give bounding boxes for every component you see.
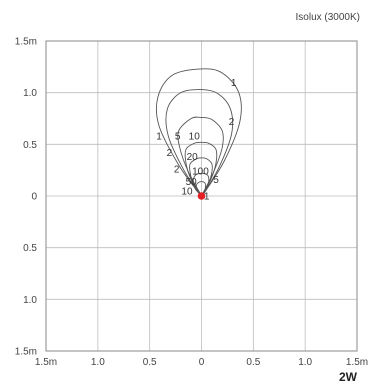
contour-label: 10 — [189, 132, 201, 143]
isolux-contour-50 — [192, 172, 210, 196]
isolux-contour-20 — [189, 157, 213, 196]
power-label: 2W — [339, 370, 357, 384]
contour-label: 1 — [204, 192, 210, 203]
y-tick-label: 1.5m — [15, 37, 37, 48]
isolux-contour-100 — [195, 181, 207, 196]
y-tick-label: 1.0 — [23, 295, 37, 306]
isolux-contour-5 — [177, 116, 224, 195]
y-tick-label: 0.5 — [23, 140, 37, 151]
x-tick-label: 0 — [199, 357, 205, 368]
isolux-contour-1 — [155, 68, 242, 195]
contour-label: 50 — [186, 177, 198, 188]
contour-label: 20 — [187, 152, 199, 163]
x-tick-label: 1.0 — [91, 357, 105, 368]
contour-label: 1 — [156, 132, 162, 143]
contour-label: 2 — [229, 117, 235, 128]
contour-label: 5 — [175, 132, 181, 143]
y-tick-label: 1.5m — [15, 347, 37, 358]
contour-label: 2 — [167, 148, 173, 159]
light-source-point — [197, 192, 206, 200]
contour-label: 2 — [174, 165, 180, 176]
contour-label: 10 — [181, 186, 193, 197]
y-tick-label: 0.5 — [23, 243, 37, 254]
y-tick-label: 0 — [31, 192, 37, 203]
x-tick-label: 1.5m — [346, 357, 368, 368]
x-tick-label: 1.0 — [298, 357, 312, 368]
contour-label: 5 — [213, 175, 219, 186]
x-tick-label: 1.5m — [35, 357, 57, 368]
isolux-contour-2 — [165, 89, 234, 195]
y-tick-label: 1.0 — [23, 88, 37, 99]
isolux-contour-10 — [184, 141, 218, 195]
chart-title: Isolux (3000K) — [295, 12, 360, 23]
contour-label: 100 — [192, 167, 209, 178]
contour-label: 1 — [231, 78, 237, 89]
x-tick-label: 0.5 — [143, 357, 157, 368]
x-tick-label: 0.5 — [246, 357, 260, 368]
plot-frame — [45, 40, 358, 352]
